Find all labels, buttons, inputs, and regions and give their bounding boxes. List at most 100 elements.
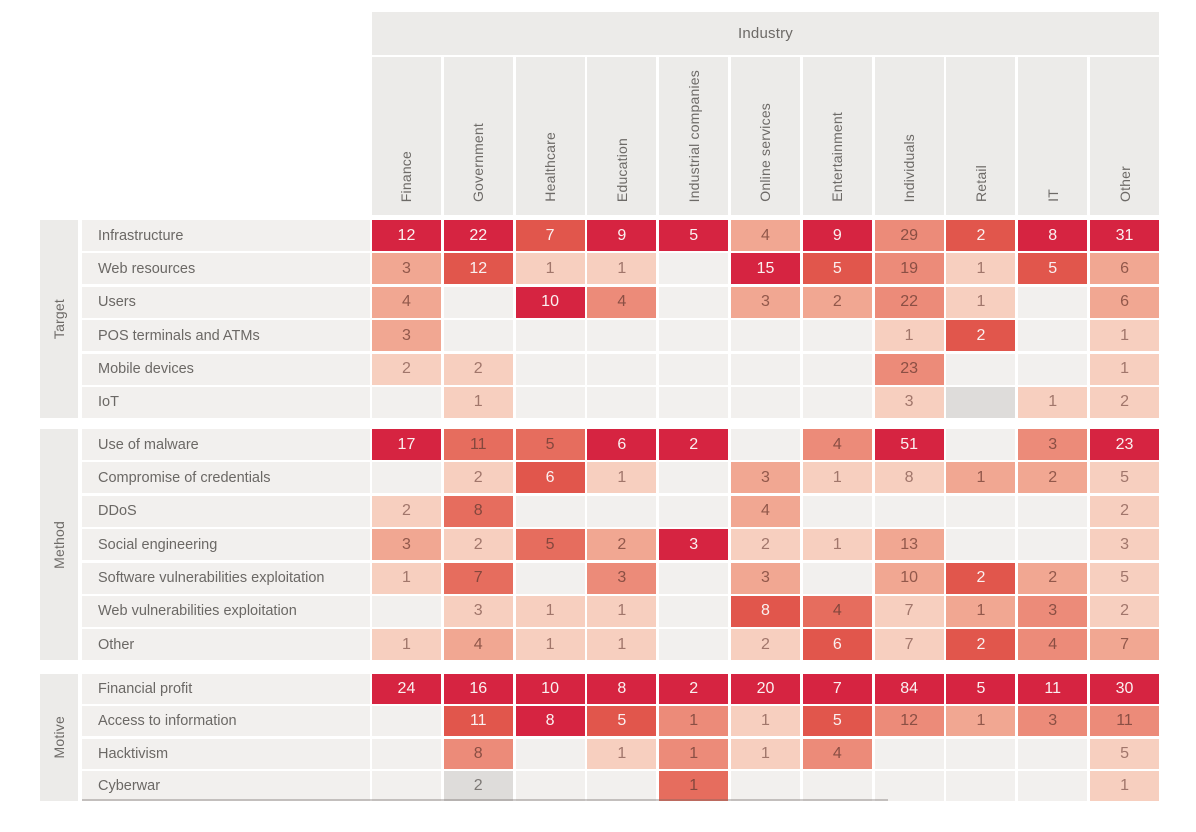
heatmap-cell-use-of-malware-finance: 17 [372,429,441,460]
row-label: DDoS [82,495,370,527]
column-header-other: Other [1090,57,1159,215]
heatmap-cell-software-vulnerabilities-exploitation-other: 5 [1090,562,1159,594]
heatmap-cell-ddos-it [1018,495,1088,527]
heatmap-cell-compromise-of-credentials-other: 5 [1090,462,1159,494]
column-header-label: Online services [757,103,774,202]
group-target: Target Infrastructure 12 22 7 9 5 4 9 29 2 8 31 Web r… [40,220,1159,418]
heatmap-cell-financial-profit-other: 30 [1090,674,1159,704]
row-label: IoT [82,386,370,418]
heatmap-cell-iot-education [587,386,657,418]
heatmap-row-ddos: DDoS 2 8 4 2 [82,495,1159,527]
column-header-education: Education [587,57,657,215]
heatmap-cell-users-other: 6 [1090,286,1159,318]
heatmap-cell-users-it [1018,286,1088,318]
heatmap-cell-access-to-information-retail: 1 [946,706,1016,737]
heatmap-cell-hacktivism-individuals [874,738,944,769]
heatmap-cell-mobile-devices-online-services [731,353,800,385]
heatmap-cell-cyberwar-individuals [874,771,944,801]
heatmap-cell-web-vulnerabilities-exploitation-individuals: 7 [874,595,944,627]
row-label: Users [82,286,370,318]
heatmap-cell-other-retail: 2 [946,629,1016,661]
heatmap-cell-access-to-information-industrial-companies: 1 [659,706,729,737]
group-rows: Infrastructure 12 22 7 9 5 4 9 29 2 8 31 Web resourc… [82,220,1159,418]
heatmap-cell-ddos-other: 2 [1090,495,1159,527]
heatmap-cell-ddos-individuals [874,495,944,527]
row-cells: 1 7 3 3 10 2 2 5 [372,562,1159,594]
heatmap-cell-compromise-of-credentials-education: 1 [587,462,657,494]
heatmap-cell-infrastructure-online-services: 4 [731,220,800,251]
heatmap-cell-web-vulnerabilities-exploitation-government: 3 [443,595,513,627]
column-header-label: Individuals [901,133,918,202]
heatmap-cell-financial-profit-healthcare: 10 [515,674,585,704]
heatmap-cell-infrastructure-entertainment: 9 [802,220,872,251]
heatmap-cell-mobile-devices-other: 1 [1090,353,1159,385]
heatmap-cell-mobile-devices-retail [946,353,1016,385]
heatmap-cell-pos-terminals-and-atms-healthcare [515,320,585,352]
row-label: Social engineering [82,529,370,561]
heatmap-cell-ddos-retail [946,495,1016,527]
heatmap-cell-web-resources-online-services: 15 [731,253,800,285]
heatmap-cell-software-vulnerabilities-exploitation-retail: 2 [946,562,1016,594]
heatmap-row-social-engineering: Social engineering 3 2 5 2 3 2 1 13 3 [82,529,1159,561]
column-header-healthcare: Healthcare [515,57,585,215]
row-cells: 2 1 1 [372,771,1159,801]
group-label: Method [51,520,67,569]
heatmap-cell-compromise-of-credentials-retail: 1 [946,462,1016,494]
heatmap-cell-users-healthcare: 10 [515,286,585,318]
table-bottom-crop-edge [82,799,888,801]
heatmap-cell-financial-profit-retail: 5 [946,674,1016,704]
group-rows: Financial profit 24 16 10 8 2 20 7 84 5 11 30 Access… [82,674,1159,801]
group-rows: Use of malware 17 11 5 6 2 4 51 3 23 Compromise of… [82,429,1159,661]
heatmap-cell-use-of-malware-government: 11 [443,429,513,460]
heatmap-cell-web-vulnerabilities-exploitation-retail: 1 [946,595,1016,627]
heatmap-row-iot: IoT 1 3 1 2 [82,386,1159,418]
heatmap-cell-users-finance: 4 [372,286,441,318]
heatmap-cell-mobile-devices-it [1018,353,1088,385]
heatmap-cell-iot-government: 1 [443,386,513,418]
heatmap-cell-users-entertainment: 2 [802,286,872,318]
heatmap-cell-hacktivism-retail [946,738,1016,769]
heatmap-cell-infrastructure-retail: 2 [946,220,1016,251]
heatmap-cell-cyberwar-retail [946,771,1016,801]
heatmap-cell-web-resources-it: 5 [1018,253,1088,285]
heatmap-cell-web-resources-healthcare: 1 [515,253,585,285]
heatmap-cell-web-resources-other: 6 [1090,253,1159,285]
row-label: Financial profit [82,674,370,704]
heatmap-row-access-to-information: Access to information 11 8 5 1 1 5 12 1 3 11 [82,706,1159,737]
heatmap-cell-web-vulnerabilities-exploitation-finance [372,595,441,627]
heatmap-cell-software-vulnerabilities-exploitation-education: 3 [587,562,657,594]
heatmap-cell-cyberwar-finance [372,771,441,801]
column-header-label: Retail [972,165,989,202]
heatmap-cell-social-engineering-healthcare: 5 [515,529,585,561]
heatmap-cell-ddos-entertainment [802,495,872,527]
heatmap-cell-mobile-devices-finance: 2 [372,353,441,385]
heatmap-cell-web-resources-industrial-companies [659,253,729,285]
heatmap-cell-compromise-of-credentials-government: 2 [443,462,513,494]
heatmap-cell-software-vulnerabilities-exploitation-it: 2 [1018,562,1088,594]
heatmap-cell-infrastructure-it: 8 [1018,220,1088,251]
heatmap-cell-iot-individuals: 3 [874,386,944,418]
heatmap-cell-compromise-of-credentials-individuals: 8 [874,462,944,494]
heatmap-cell-compromise-of-credentials-entertainment: 1 [802,462,872,494]
column-header-label: Other [1116,165,1133,202]
heatmap-cell-cyberwar-it [1018,771,1088,801]
heatmap-cell-iot-other: 2 [1090,386,1159,418]
heatmap-cell-software-vulnerabilities-exploitation-healthcare [515,562,585,594]
row-label: Other [82,629,370,661]
heatmap-cell-web-resources-education: 1 [587,253,657,285]
heatmap-cell-compromise-of-credentials-healthcare: 6 [515,462,585,494]
heatmap-cell-access-to-information-individuals: 12 [874,706,944,737]
heatmap-cell-financial-profit-it: 11 [1018,674,1088,704]
heatmap-cell-access-to-information-online-services: 1 [731,706,800,737]
heatmap-cell-social-engineering-government: 2 [443,529,513,561]
heatmap-cell-social-engineering-industrial-companies: 3 [659,529,729,561]
column-header-retail: Retail [946,57,1016,215]
heatmap-cell-mobile-devices-industrial-companies [659,353,729,385]
group-band-method: Method [40,429,78,661]
heatmap-cell-infrastructure-education: 9 [587,220,657,251]
heatmap-cell-access-to-information-government: 11 [443,706,513,737]
